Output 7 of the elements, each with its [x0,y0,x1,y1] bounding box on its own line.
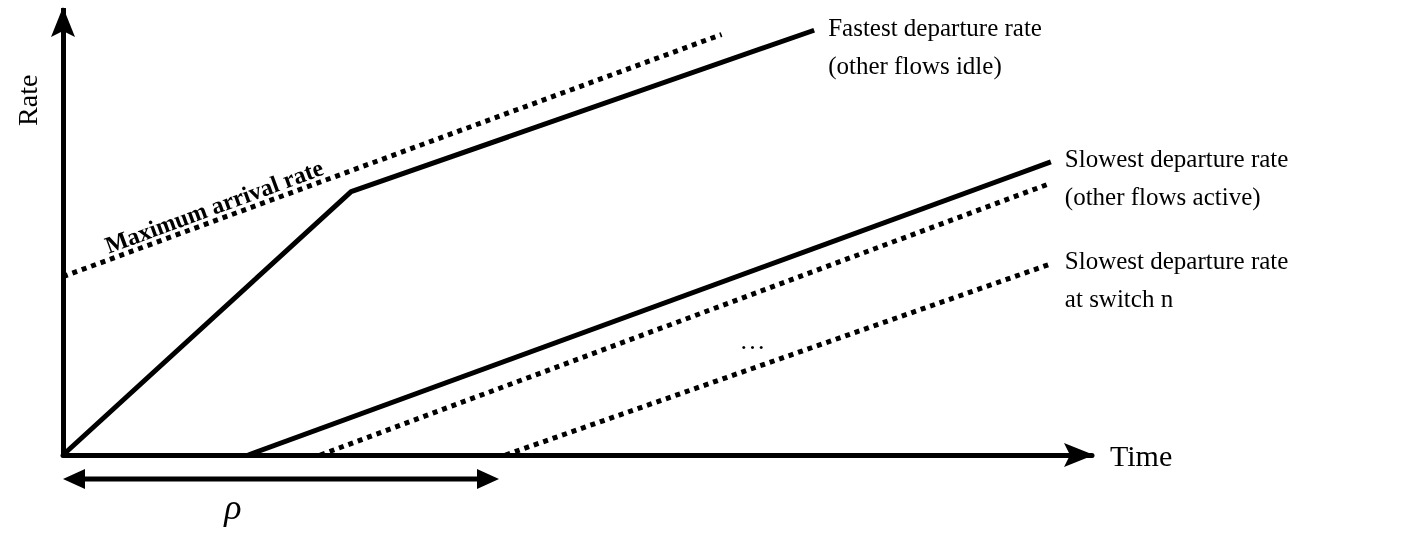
x-axis-title: Time [1110,438,1173,472]
series-label: Fastest departure rate (other flows idle) [828,13,1042,80]
series-label: Slowest departure rate at switch n [1064,247,1289,313]
y-axis-title: Rate [11,74,43,126]
text: ρ [223,487,242,527]
series-label: Slowest departure rate (other flows active) [1064,145,1289,212]
annotation: … [739,325,766,355]
